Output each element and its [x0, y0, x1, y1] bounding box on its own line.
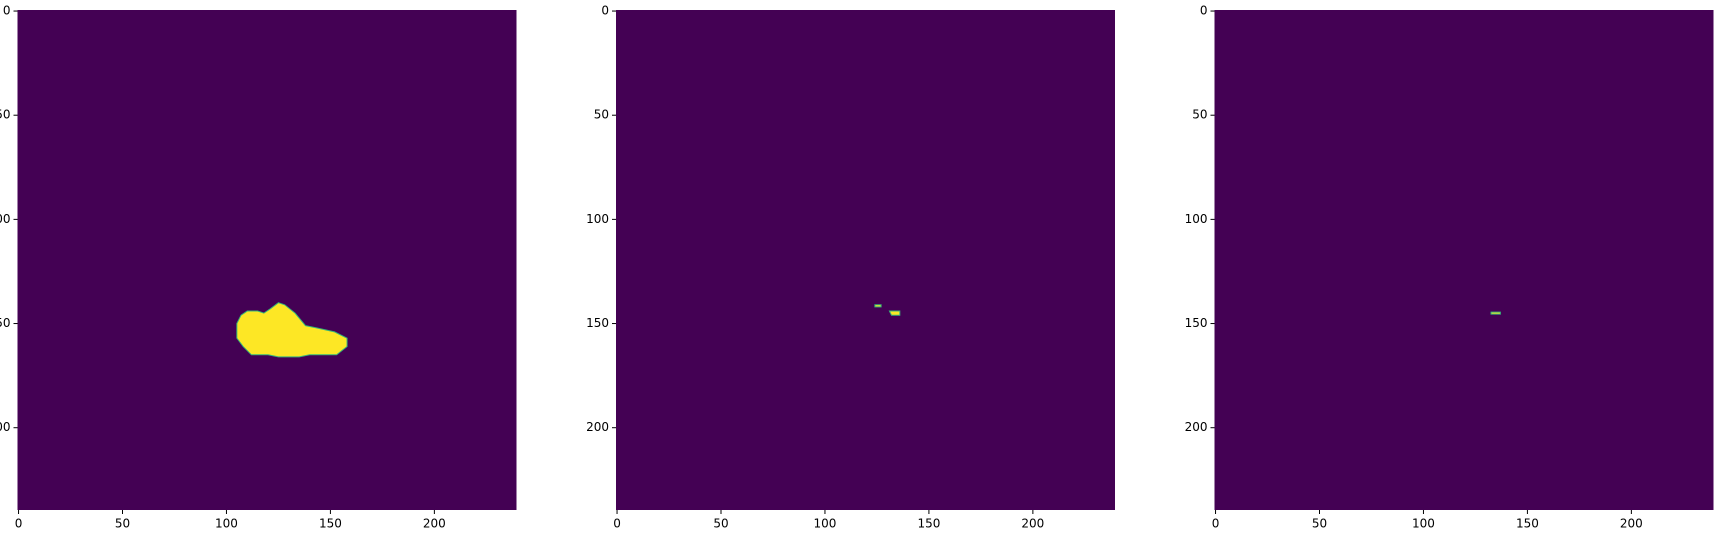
x-tick-label: 100 [1412, 517, 1435, 531]
x-tick-label: 200 [1620, 517, 1643, 531]
y-tick-label: 100 [0, 212, 11, 226]
x-tick-label: 150 [917, 517, 940, 531]
y-tick-label: 200 [586, 420, 609, 434]
x-tick-label: 100 [215, 517, 238, 531]
x-tick-label: 100 [814, 517, 837, 531]
mask-region [1490, 311, 1501, 315]
mask-region [874, 304, 882, 308]
image-background [616, 10, 1115, 510]
y-tick-label: 0 [1200, 4, 1208, 18]
x-tick-label: 150 [1516, 517, 1539, 531]
x-tick-label: 0 [15, 517, 23, 531]
y-tick-label: 50 [0, 108, 11, 122]
x-tick-label: 0 [613, 517, 621, 531]
mask-region [888, 310, 901, 316]
x-tick-label: 150 [319, 517, 342, 531]
y-tick-label: 0 [601, 4, 609, 18]
y-tick-label: 150 [1185, 316, 1208, 330]
y-tick-label: 100 [586, 212, 609, 226]
x-tick-label: 50 [1312, 517, 1327, 531]
y-tick-label: 0 [3, 4, 11, 18]
y-tick-label: 200 [0, 420, 11, 434]
image-background [17, 10, 517, 510]
image-background [1214, 10, 1714, 510]
x-tick-label: 50 [115, 517, 130, 531]
x-tick-label: 200 [1021, 517, 1044, 531]
y-tick-label: 150 [586, 316, 609, 330]
x-tick-label: 0 [1212, 517, 1220, 531]
y-tick-label: 100 [1185, 212, 1208, 226]
y-tick-label: 50 [594, 108, 609, 122]
x-tick-label: 200 [423, 517, 446, 531]
y-tick-label: 200 [1185, 420, 1208, 434]
mask-region [236, 302, 348, 358]
x-tick-label: 50 [713, 517, 728, 531]
y-tick-label: 50 [1192, 108, 1207, 122]
y-tick-label: 150 [0, 316, 11, 330]
